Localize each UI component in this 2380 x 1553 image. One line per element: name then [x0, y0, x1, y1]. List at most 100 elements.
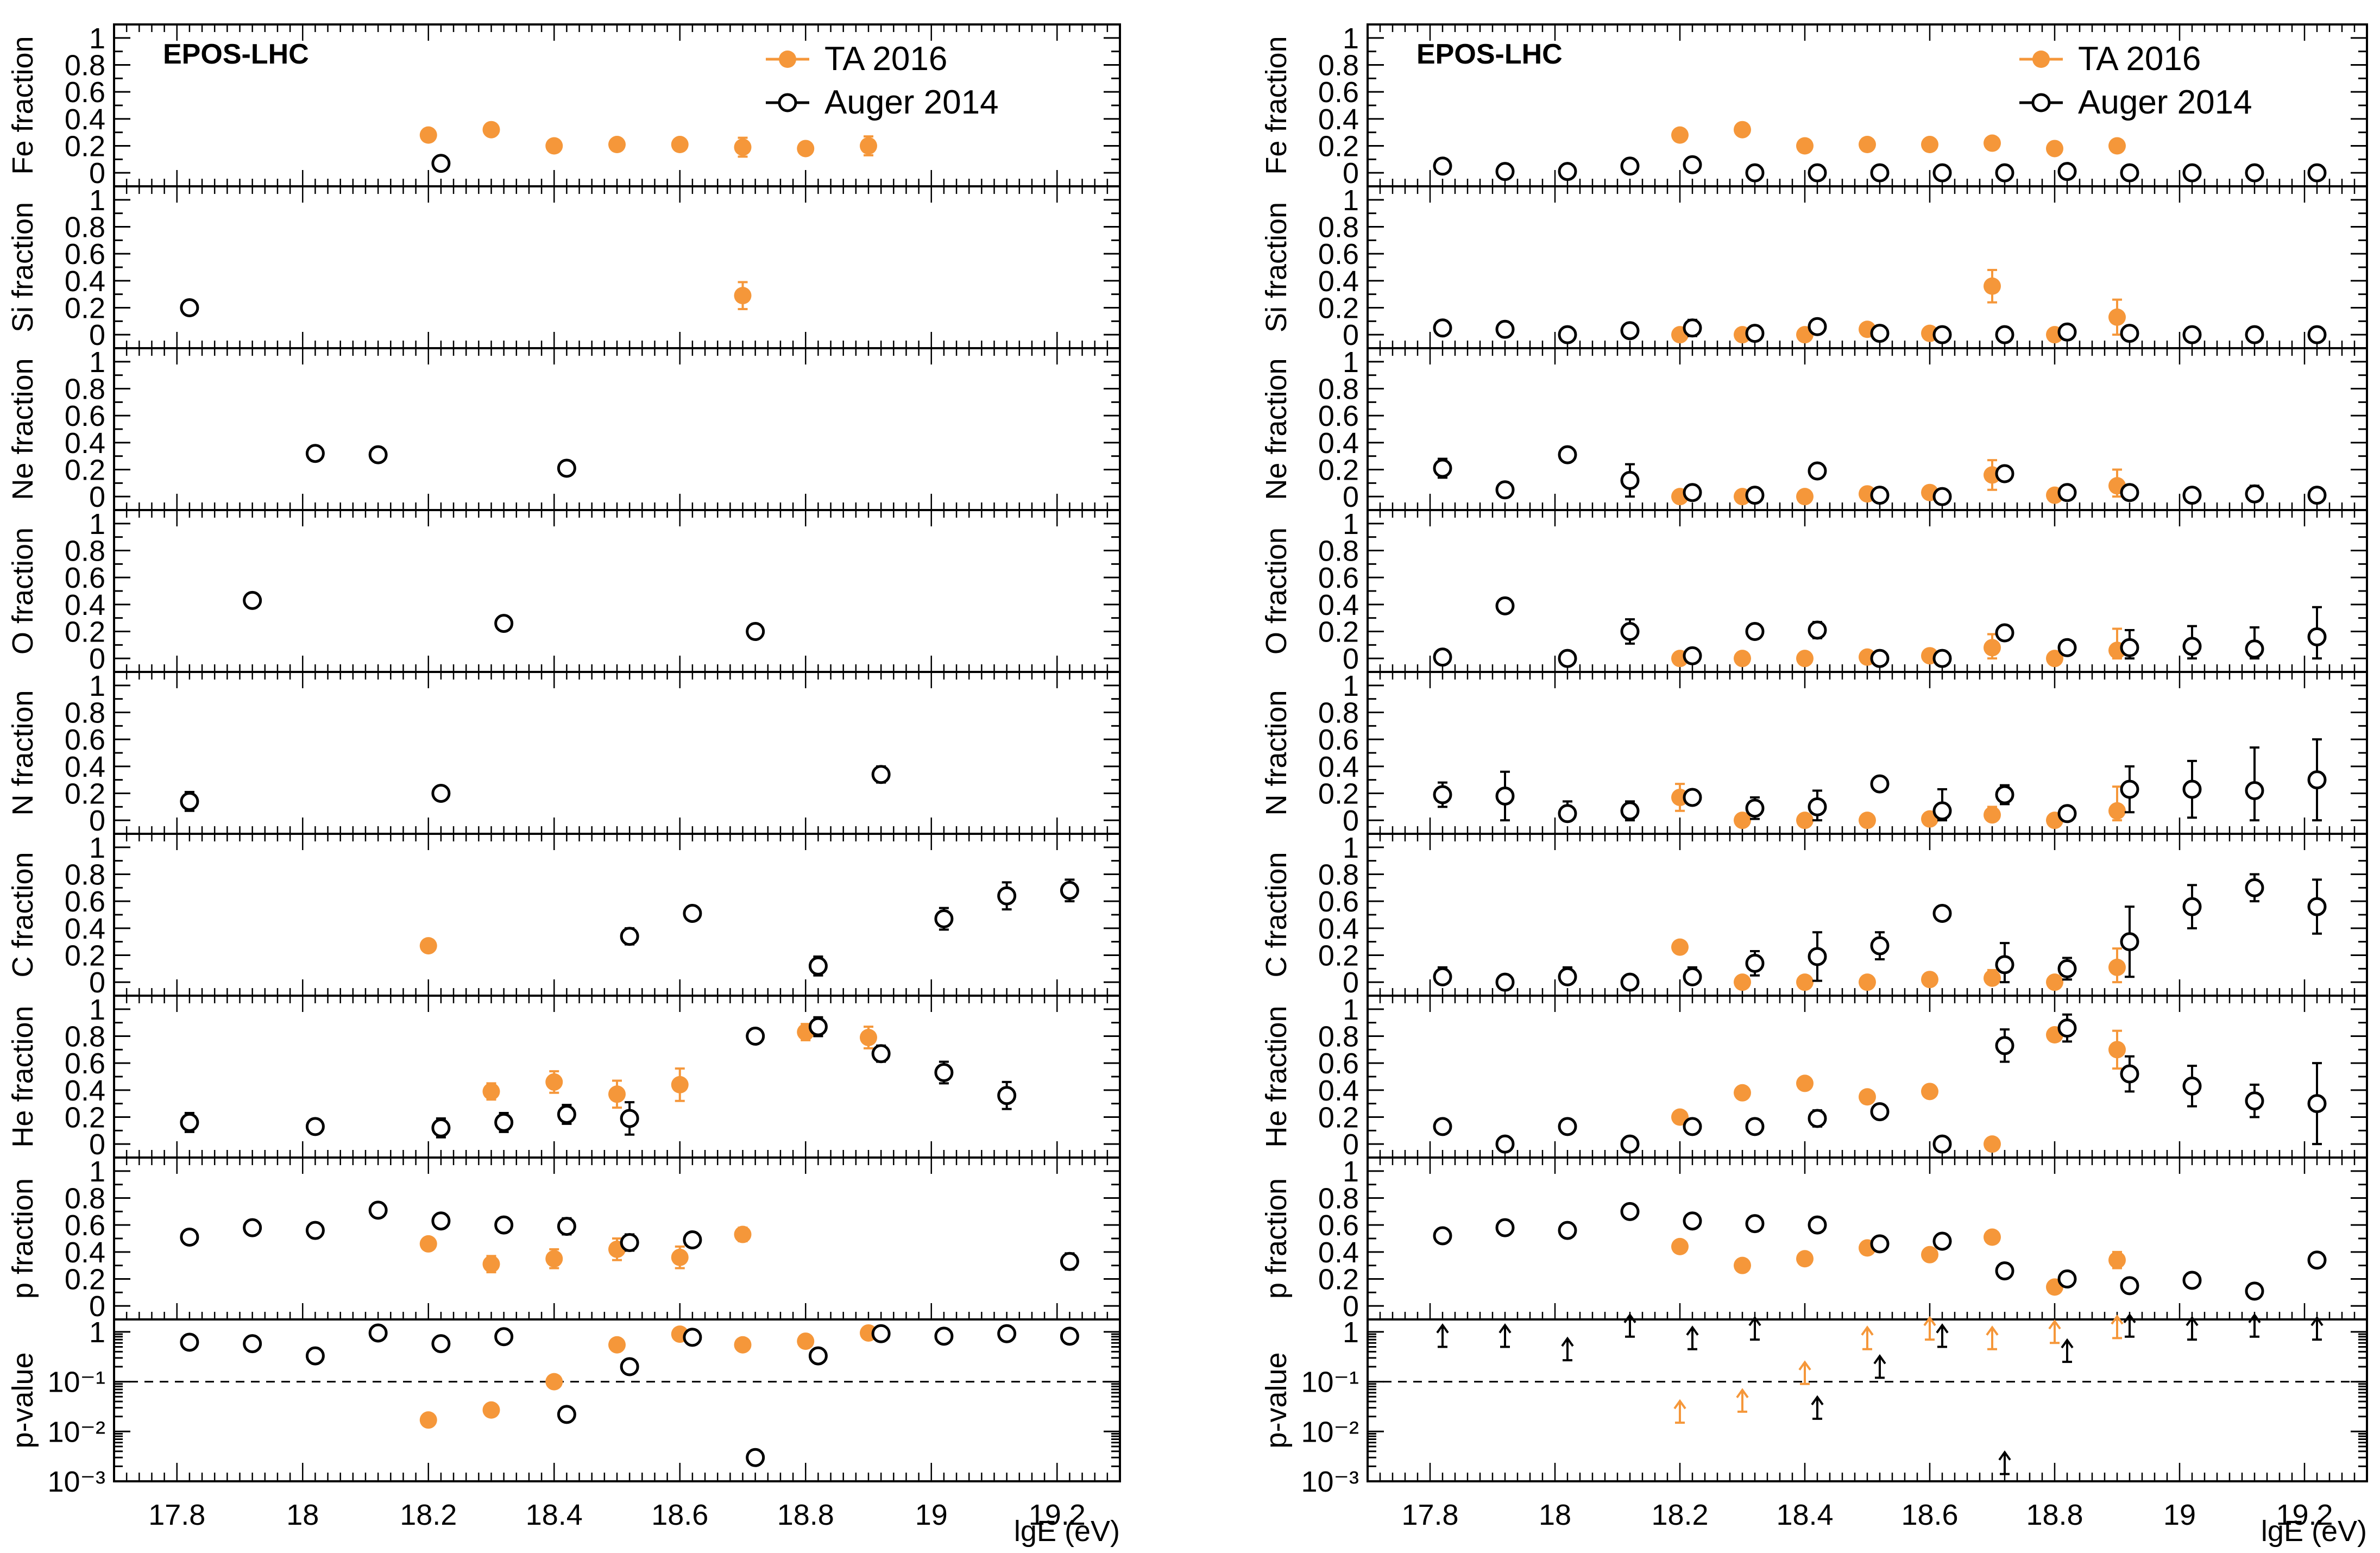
y-axis-label: p-value: [1260, 1352, 1293, 1448]
y-tick-label: 0.4: [65, 751, 105, 783]
y-tick-label: 1: [89, 832, 105, 864]
auger-point: [1558, 445, 1577, 464]
auger-point: [2120, 932, 2139, 952]
ta-point: [2108, 802, 2126, 820]
y-tick-label: 0: [89, 157, 105, 190]
auger-pvalue-point: [243, 1334, 262, 1354]
auger-point: [1932, 325, 1952, 344]
auger-point: [2307, 486, 2327, 505]
y-axis-label: p fraction: [1260, 1178, 1293, 1299]
x-tick-label: 19.2: [2276, 1499, 2333, 1531]
y-tick-label: 0: [1343, 966, 1359, 999]
auger-point: [683, 904, 702, 923]
y-tick-label: 1: [1343, 832, 1359, 864]
y-tick-label: 10⁻³: [47, 1466, 105, 1498]
panel-c-fraction: C fraction 10.80.60.40.20: [7, 832, 1121, 999]
ta-point: [1796, 650, 1814, 668]
ta-point: [1921, 1083, 1938, 1101]
auger-point: [1495, 162, 1515, 181]
y-tick-label: 0.8: [1318, 1021, 1359, 1053]
auger-point: [683, 1230, 702, 1249]
auger-point: [2245, 484, 2264, 504]
auger-point: [305, 1117, 325, 1136]
y-tick-label: 0.8: [1318, 859, 1359, 891]
y-tick-label: 0.4: [1318, 913, 1359, 945]
auger-point: [1808, 163, 1827, 183]
ta-point: [734, 138, 752, 156]
auger-point: [180, 298, 199, 317]
ta-pvalue-point: [797, 1332, 815, 1350]
ta-point: [1984, 806, 2001, 824]
auger-point: [1995, 1261, 2014, 1281]
auger-point: [1995, 163, 2014, 183]
panel-p-fraction: p fraction 10.80.60.40.20: [7, 1155, 1121, 1323]
ta-pvalue-limit-head: [2048, 1319, 2061, 1330]
ta-point: [1796, 137, 1814, 155]
ta-pvalue-limit-head: [1736, 1388, 1749, 1398]
legend-ta-marker: [2032, 51, 2050, 68]
auger-pvalue-point: [871, 1324, 891, 1343]
x-tick-label: 18.2: [1651, 1499, 1708, 1531]
ta-point: [860, 1028, 877, 1046]
auger-point: [1932, 487, 1952, 506]
auger-point: [1745, 1214, 1765, 1234]
auger-point: [557, 458, 576, 478]
ta-point: [608, 136, 626, 154]
ta-point: [1859, 973, 1876, 991]
auger-point: [1495, 972, 1515, 992]
auger-point: [1683, 318, 1702, 338]
auger-pvalue-limit-head: [1623, 1313, 1636, 1323]
ta-point: [1921, 1246, 1938, 1263]
ta-point: [545, 1250, 563, 1268]
y-tick-label: 0.4: [1318, 1074, 1359, 1107]
auger-point: [1495, 596, 1515, 615]
ta-point: [1734, 650, 1751, 668]
auger-point: [1932, 801, 1952, 821]
auger-pvalue-point: [368, 1323, 388, 1343]
auger-pvalue-point: [746, 1448, 765, 1467]
ta-point: [608, 1085, 626, 1103]
auger-point: [1932, 1231, 1952, 1251]
auger-pvalue-limit-head: [1873, 1354, 1886, 1365]
x-tick-label: 18.4: [1776, 1499, 1833, 1531]
auger-point: [431, 1118, 451, 1137]
auger-pvalue-point: [180, 1332, 199, 1352]
panel-n-fraction: N fraction 10.80.60.40.20: [1260, 670, 2368, 837]
ta-point: [1671, 938, 1689, 956]
ta-point: [1671, 1108, 1689, 1126]
panel-si-fraction: Si fraction 10.80.60.40.20: [7, 184, 1121, 351]
legend-ta-label: TA 2016: [2078, 40, 2201, 78]
auger-point: [1870, 649, 1890, 668]
auger-point: [1808, 797, 1827, 816]
y-tick-label: 0.8: [65, 535, 105, 568]
auger-point: [2182, 486, 2202, 505]
y-tick-label: 10⁻¹: [1301, 1366, 1359, 1399]
auger-point: [1870, 774, 1890, 794]
auger-point: [431, 1211, 451, 1231]
auger-point: [1433, 1117, 1452, 1136]
panel-ne-fraction: Ne fraction 10.80.60.40.20: [1260, 346, 2368, 513]
auger-point: [2245, 1281, 2264, 1301]
legend-ta-marker: [779, 51, 796, 68]
auger-point: [180, 1228, 199, 1247]
auger-point: [431, 154, 451, 173]
ta-pvalue-point: [482, 1401, 500, 1419]
y-tick-label: 0: [89, 966, 105, 999]
ta-point: [2046, 140, 2063, 158]
ta-point: [1984, 134, 2001, 152]
panel-frame: [1367, 671, 2368, 835]
auger-point: [2120, 1276, 2139, 1296]
auger-point: [2182, 1271, 2202, 1290]
auger-point: [1558, 1221, 1577, 1240]
auger-point: [1683, 967, 1702, 986]
auger-pvalue-point: [808, 1346, 828, 1366]
y-tick-label: 1: [1343, 508, 1359, 540]
ta-point: [860, 137, 877, 155]
auger-point: [1060, 881, 1079, 900]
panel-o-fraction: O fraction 10.80.60.40.20: [7, 508, 1121, 675]
auger-point: [1620, 321, 1640, 341]
auger-point: [746, 622, 765, 641]
auger-point: [997, 1086, 1017, 1105]
ta-point: [1921, 136, 1938, 154]
